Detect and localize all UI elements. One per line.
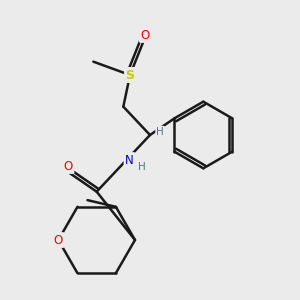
Text: S: S xyxy=(125,68,134,82)
Text: O: O xyxy=(54,233,63,247)
Text: H: H xyxy=(138,162,146,172)
Text: N: N xyxy=(125,154,134,166)
Text: O: O xyxy=(140,28,150,41)
Text: H: H xyxy=(156,127,164,137)
Text: O: O xyxy=(64,160,73,172)
